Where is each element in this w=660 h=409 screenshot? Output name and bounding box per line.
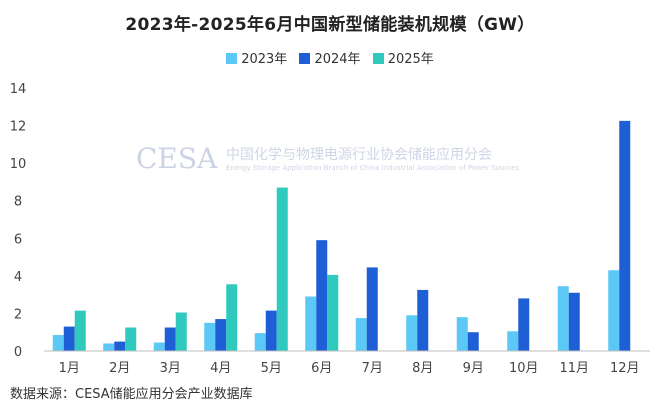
y-tick-label: 2: [14, 307, 22, 322]
x-tick-label: 9月: [463, 361, 484, 376]
bar-2024年-3月: [164, 327, 176, 351]
bar-2023年-5月: [254, 333, 266, 351]
y-tick-label: 12: [10, 120, 27, 135]
bar-2024年-12月: [619, 120, 631, 351]
bar-2023年-4月: [204, 322, 216, 351]
y-tick-label: 6: [14, 232, 22, 247]
watermark-logo: CESA: [136, 142, 218, 175]
bar-2025年-6月: [327, 274, 339, 351]
legend-label-2025: 2025年: [387, 52, 434, 67]
bars: [52, 120, 631, 351]
bar-2025年-4月: [226, 284, 238, 351]
bar-2024年-7月: [366, 267, 378, 351]
bar-2023年-12月: [608, 270, 620, 351]
bar-2025年-5月: [276, 187, 288, 351]
bar-2024年-11月: [568, 292, 580, 351]
bar-2023年-6月: [305, 296, 317, 351]
legend-label-2023: 2023年: [241, 52, 288, 67]
chart-legend: 2023年 2024年 2025年: [0, 48, 660, 67]
watermark: CESA 中国化学与物理电源行业协会储能应用分会 Energy Storage …: [136, 142, 519, 175]
x-tick-label: 10月: [509, 361, 539, 376]
y-tick-label: 4: [14, 270, 22, 285]
bar-2023年-2月: [103, 343, 115, 351]
bar-2024年-1月: [63, 326, 75, 351]
x-tick-label: 2月: [109, 361, 130, 376]
bar-2023年-10月: [507, 331, 519, 351]
bar-2023年-3月: [153, 342, 165, 351]
x-tick-label: 6月: [311, 361, 332, 376]
x-tick-label: 12月: [610, 361, 640, 376]
bar-2023年-7月: [355, 318, 367, 351]
bar-2024年-9月: [467, 332, 479, 351]
legend-item-2024: 2024年: [299, 48, 361, 67]
y-tick-label: 10: [10, 157, 27, 172]
bar-2023年-11月: [557, 286, 569, 351]
legend-item-2025: 2025年: [372, 48, 434, 67]
watermark-org-cn: 中国化学与物理电源行业协会储能应用分会: [226, 146, 492, 163]
y-tick-label: 8: [14, 195, 22, 210]
legend-swatch-2024: [299, 53, 311, 64]
bar-2025年-2月: [125, 327, 137, 351]
y-tick-label: 0: [14, 345, 22, 360]
y-axis: 0 2 4 6 8 10 12 14: [10, 82, 27, 360]
bar-2024年-6月: [316, 240, 328, 351]
y-tick-label: 14: [10, 82, 27, 97]
bar-2023年-1月: [52, 335, 64, 351]
data-source-note: 数据来源：CESA储能应用分会产业数据库: [10, 387, 253, 402]
x-tick-label: 5月: [261, 361, 282, 376]
bar-2025年-1月: [74, 310, 86, 351]
bar-2024年-8月: [417, 289, 429, 351]
legend-item-2023: 2023年: [226, 48, 287, 67]
legend-swatch-2023: [226, 53, 238, 64]
x-tick-label: 7月: [362, 361, 383, 376]
watermark-org-en: Energy Storage Application Branch of Chi…: [226, 164, 519, 172]
x-axis: 1月 2月 3月 4月 5月 6月 7月 8月 9月 10月 11月 12月: [59, 361, 640, 376]
bar-2023年-9月: [456, 317, 468, 351]
chart-title: 2023年-2025年6月中国新型储能装机规模（GW）: [125, 15, 535, 35]
x-tick-label: 3月: [160, 361, 181, 376]
legend-label-2024: 2024年: [314, 52, 361, 67]
x-tick-label: 8月: [412, 361, 433, 376]
legend-swatch-2025: [372, 53, 384, 64]
x-tick-label: 11月: [559, 361, 589, 376]
bar-2024年-4月: [215, 319, 227, 351]
bar-2025年-3月: [175, 312, 187, 351]
bar-2023年-8月: [406, 315, 418, 351]
bar-2024年-5月: [265, 310, 277, 351]
x-tick-label: 4月: [210, 361, 231, 376]
bar-2024年-10月: [518, 298, 530, 351]
bar-2024年-2月: [114, 341, 126, 351]
x-tick-label: 1月: [59, 361, 80, 376]
